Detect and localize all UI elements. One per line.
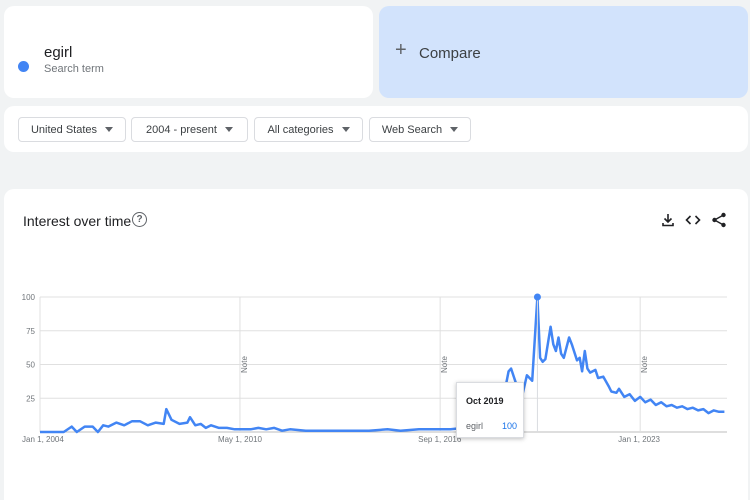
y-tick-label: 25: [26, 394, 35, 403]
download-icon[interactable]: [659, 211, 677, 229]
y-tick-label: 100: [22, 293, 36, 302]
category-label: All categories: [267, 123, 334, 136]
search-type-dropdown[interactable]: Web Search: [369, 117, 471, 142]
y-tick-label: 75: [26, 327, 35, 336]
x-tick-label: Jan 1, 2004: [22, 435, 64, 444]
chart-tooltip: Oct 2019 egirl 100: [456, 382, 524, 438]
interest-over-time-card: Interest over time ? 100 75 50 25 Jan 1, 20…: [4, 189, 748, 500]
time-range-label: 2004 - present: [146, 123, 217, 136]
caret-down-icon: [341, 127, 350, 132]
region-dropdown[interactable]: United States: [18, 117, 126, 142]
plus-icon: +: [395, 39, 407, 61]
x-tick-label: Sep 1, 2016: [418, 435, 462, 444]
compare-label: Compare: [419, 45, 481, 62]
x-tick-label: Jan 1, 2023: [618, 435, 660, 444]
y-tick-label: 50: [26, 361, 35, 370]
chart-grid: [39, 296, 727, 433]
category-dropdown[interactable]: All categories: [254, 117, 363, 142]
search-type-label: Web Search: [381, 123, 443, 136]
tooltip-term: egirl: [466, 421, 484, 431]
y-axis-labels: 100 75 50 25: [22, 293, 36, 403]
time-range-dropdown[interactable]: 2004 - present: [131, 117, 248, 142]
x-tick-label: May 1, 2010: [218, 435, 263, 444]
chart-title: Interest over time: [23, 213, 132, 229]
filter-bar: United States 2004 - present All categor…: [4, 106, 748, 152]
share-icon[interactable]: [710, 211, 728, 229]
note-label: Note: [640, 356, 649, 373]
chart-notes: Note Note Note: [240, 356, 649, 373]
trend-chart[interactable]: 100 75 50 25 Jan 1, 2004 May 1, 2010 Sep 1, 2…: [4, 189, 748, 500]
hover-point: [533, 293, 541, 301]
term-color-dot: [18, 61, 29, 72]
tooltip-value: 100: [501, 421, 517, 431]
region-label: United States: [30, 123, 98, 136]
help-circle-icon[interactable]: ?: [132, 212, 147, 227]
compare-button[interactable]: + Compare: [379, 6, 748, 98]
search-term-name[interactable]: egirl: [44, 44, 73, 61]
note-label: Note: [440, 356, 449, 373]
note-label: Note: [240, 356, 249, 373]
tooltip-date: Oct 2019: [466, 396, 504, 406]
search-term-subtitle: Search term: [44, 63, 104, 75]
caret-down-icon: [450, 127, 459, 132]
search-term-card[interactable]: egirl Search term: [4, 6, 373, 98]
x-axis-labels: Jan 1, 2004 May 1, 2010 Sep 1, 2016 Jan 1, …: [22, 435, 661, 444]
caret-down-icon: [105, 127, 114, 132]
embed-code-icon[interactable]: [684, 211, 702, 229]
caret-down-icon: [224, 127, 233, 132]
